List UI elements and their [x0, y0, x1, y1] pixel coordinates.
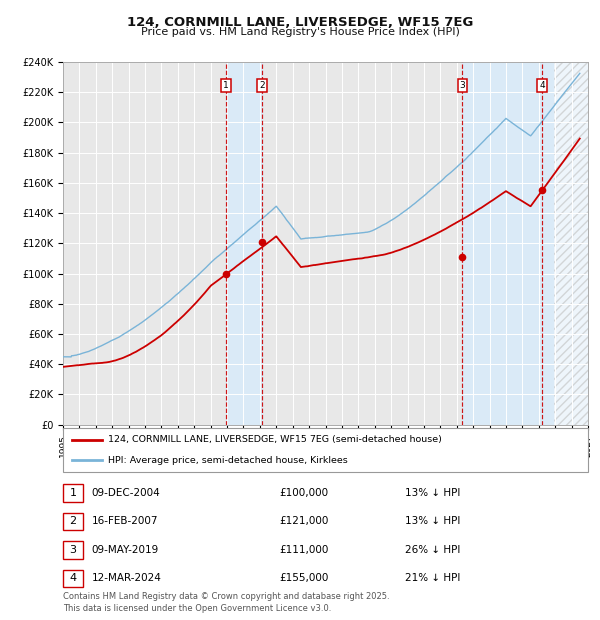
Text: 16-FEB-2007: 16-FEB-2007 [92, 516, 158, 526]
Text: 09-MAY-2019: 09-MAY-2019 [92, 545, 159, 555]
Text: £121,000: £121,000 [279, 516, 328, 526]
Text: 13% ↓ HPI: 13% ↓ HPI [405, 516, 460, 526]
Text: 124, CORNMILL LANE, LIVERSEDGE, WF15 7EG (semi-detached house): 124, CORNMILL LANE, LIVERSEDGE, WF15 7EG… [108, 435, 442, 445]
Text: 3: 3 [460, 81, 466, 90]
Text: 1: 1 [70, 488, 76, 498]
Text: 21% ↓ HPI: 21% ↓ HPI [405, 574, 460, 583]
Text: Price paid vs. HM Land Registry's House Price Index (HPI): Price paid vs. HM Land Registry's House … [140, 27, 460, 37]
Text: 4: 4 [70, 574, 76, 583]
Text: £155,000: £155,000 [279, 574, 328, 583]
Bar [554, 62, 588, 425]
Text: 4: 4 [539, 81, 545, 90]
Text: 124, CORNMILL LANE, LIVERSEDGE, WF15 7EG: 124, CORNMILL LANE, LIVERSEDGE, WF15 7EG [127, 16, 473, 29]
Text: 09-DEC-2004: 09-DEC-2004 [92, 488, 161, 498]
Text: £111,000: £111,000 [279, 545, 328, 555]
Text: 2: 2 [70, 516, 76, 526]
Text: 12-MAR-2024: 12-MAR-2024 [92, 574, 161, 583]
Text: Contains HM Land Registry data © Crown copyright and database right 2025.
This d: Contains HM Land Registry data © Crown c… [63, 591, 389, 613]
Bar [226, 62, 262, 425]
Text: 3: 3 [70, 545, 76, 555]
Text: 26% ↓ HPI: 26% ↓ HPI [405, 545, 460, 555]
Text: £100,000: £100,000 [279, 488, 328, 498]
Text: 2: 2 [259, 81, 265, 90]
Bar [463, 62, 588, 425]
Text: 13% ↓ HPI: 13% ↓ HPI [405, 488, 460, 498]
Text: HPI: Average price, semi-detached house, Kirklees: HPI: Average price, semi-detached house,… [108, 456, 348, 465]
Text: 1: 1 [223, 81, 229, 90]
